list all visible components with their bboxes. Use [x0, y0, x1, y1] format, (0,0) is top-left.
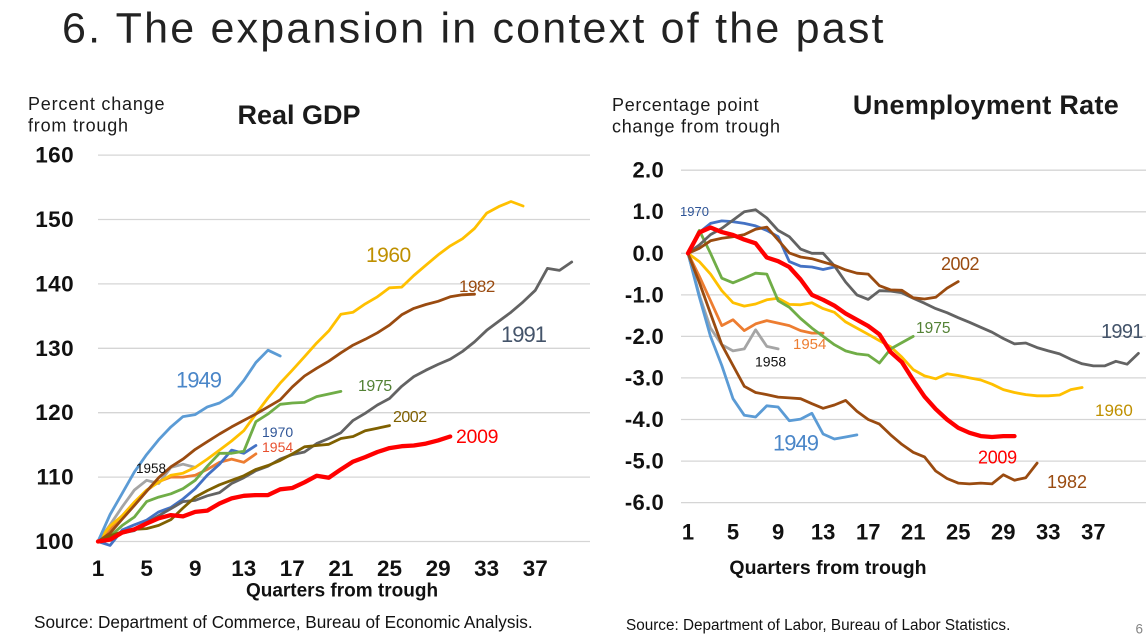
svg-text:160: 160 — [35, 143, 74, 168]
svg-text:17: 17 — [856, 520, 880, 545]
svg-text:5: 5 — [140, 556, 153, 581]
svg-text:2.0: 2.0 — [633, 158, 664, 183]
svg-text:6. The expansion in context of: 6. The expansion in context of the past — [62, 5, 886, 53]
svg-text:1982: 1982 — [459, 277, 495, 296]
svg-text:13: 13 — [231, 556, 256, 581]
svg-text:1960: 1960 — [1095, 401, 1133, 420]
svg-text:1991: 1991 — [1101, 321, 1143, 343]
svg-text:Quarters from trough: Quarters from trough — [246, 581, 438, 602]
svg-text:120: 120 — [35, 400, 74, 425]
svg-text:1958: 1958 — [755, 354, 786, 370]
svg-text:0.0: 0.0 — [633, 241, 664, 266]
svg-text:140: 140 — [35, 271, 74, 296]
svg-text:Unemployment Rate: Unemployment Rate — [853, 90, 1119, 120]
svg-text:29: 29 — [426, 556, 451, 581]
svg-text:2009: 2009 — [456, 426, 498, 448]
svg-text:1.0: 1.0 — [633, 199, 664, 224]
svg-text:9: 9 — [772, 520, 784, 545]
svg-text:1991: 1991 — [501, 322, 547, 347]
svg-text:Real GDP: Real GDP — [237, 100, 360, 130]
svg-text:Quarters from trough: Quarters from trough — [729, 557, 926, 579]
svg-text:1975: 1975 — [916, 320, 950, 337]
svg-text:Source: Department of Commerce: Source: Department of Commerce, Bureau o… — [34, 612, 533, 632]
svg-text:6: 6 — [1135, 622, 1143, 637]
svg-text:110: 110 — [37, 465, 75, 490]
svg-text:130: 130 — [35, 336, 74, 361]
svg-text:-3.0: -3.0 — [625, 365, 664, 390]
svg-text:-6.0: -6.0 — [625, 490, 664, 515]
svg-text:2002: 2002 — [941, 254, 980, 274]
svg-text:1: 1 — [92, 556, 105, 581]
svg-text:1954: 1954 — [793, 336, 826, 353]
svg-text:33: 33 — [474, 556, 499, 581]
svg-text:-2.0: -2.0 — [625, 324, 664, 349]
svg-text:17: 17 — [280, 556, 305, 581]
svg-text:1970: 1970 — [262, 424, 293, 440]
svg-text:1949: 1949 — [773, 431, 819, 456]
svg-text:-1.0: -1.0 — [625, 282, 664, 307]
svg-text:37: 37 — [1081, 520, 1105, 545]
svg-text:29: 29 — [991, 520, 1015, 545]
svg-text:1982: 1982 — [1047, 472, 1087, 492]
svg-text:2009: 2009 — [978, 448, 1017, 468]
svg-text:1958: 1958 — [136, 461, 166, 476]
svg-text:100: 100 — [35, 529, 74, 554]
svg-text:33: 33 — [1036, 520, 1060, 545]
svg-text:1954: 1954 — [262, 439, 293, 455]
svg-text:5: 5 — [727, 520, 739, 545]
svg-text:9: 9 — [189, 556, 202, 581]
svg-text:-4.0: -4.0 — [625, 407, 664, 432]
svg-text:2002: 2002 — [393, 409, 427, 426]
svg-text:150: 150 — [35, 207, 74, 232]
svg-text:-5.0: -5.0 — [625, 449, 664, 474]
svg-text:13: 13 — [811, 520, 835, 545]
svg-text:Source: Department of Labor, B: Source: Department of Labor, Bureau of L… — [626, 617, 1010, 634]
svg-text:21: 21 — [328, 556, 353, 581]
svg-text:1949: 1949 — [176, 368, 222, 393]
svg-text:25: 25 — [377, 556, 402, 581]
svg-text:21: 21 — [901, 520, 925, 545]
svg-text:1970: 1970 — [680, 204, 709, 219]
svg-text:change from trough: change from trough — [612, 117, 781, 137]
svg-text:37: 37 — [523, 556, 548, 581]
svg-text:Percent change: Percent change — [28, 94, 165, 114]
svg-text:Percentage point: Percentage point — [612, 95, 759, 115]
svg-text:25: 25 — [946, 520, 970, 545]
svg-text:1960: 1960 — [366, 244, 411, 267]
svg-text:from trough: from trough — [28, 116, 129, 136]
svg-text:1: 1 — [682, 520, 694, 545]
svg-text:1975: 1975 — [358, 378, 392, 395]
